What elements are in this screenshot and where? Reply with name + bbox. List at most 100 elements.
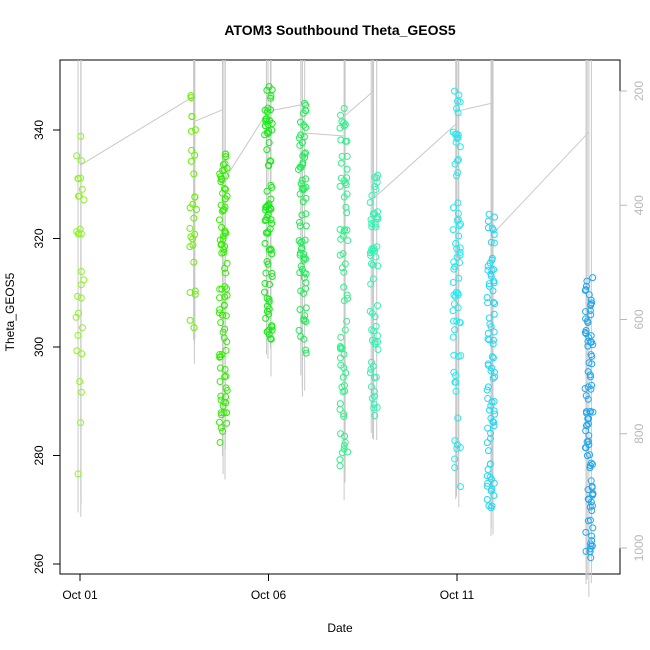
x-tick-label: Oct 11: [440, 588, 475, 602]
data-point: [221, 242, 229, 250]
data-point: [190, 258, 198, 266]
data-point: [489, 340, 497, 348]
y2-tick-label: 600: [632, 309, 646, 329]
profile-connector: [222, 109, 269, 182]
data-point: [263, 86, 271, 94]
data-point: [220, 301, 228, 309]
data-point: [374, 208, 382, 216]
data-point: [217, 411, 225, 419]
data-point: [454, 156, 462, 164]
data-point: [451, 292, 459, 300]
data-point: [456, 251, 464, 259]
data-point: [267, 181, 275, 189]
data-point: [589, 274, 597, 282]
data-point: [587, 301, 595, 309]
data-point: [337, 344, 345, 352]
data-point: [582, 528, 590, 536]
data-point: [217, 241, 225, 249]
data-point: [490, 407, 498, 415]
data-point: [301, 312, 309, 320]
data-point: [74, 175, 82, 183]
data-point: [583, 277, 591, 285]
data-point: [77, 132, 85, 140]
data-point: [490, 418, 498, 426]
data-point: [456, 98, 464, 106]
data-point: [302, 194, 310, 202]
data-point: [343, 152, 351, 160]
data-point: [217, 392, 225, 400]
data-point: [300, 250, 308, 258]
data-point: [451, 160, 459, 168]
data-point: [340, 122, 348, 130]
data-point: [216, 294, 224, 302]
data-point: [368, 260, 376, 268]
data-point: [221, 373, 229, 381]
data-point: [340, 445, 348, 453]
data-point: [222, 153, 230, 161]
data-point: [489, 298, 497, 306]
data-point: [296, 118, 304, 126]
data-point: [457, 220, 465, 228]
data-point: [264, 229, 272, 237]
data-point: [216, 170, 224, 178]
data-point: [450, 258, 458, 266]
data-point: [456, 483, 464, 491]
y-tick-label: 320: [32, 228, 46, 248]
data-point: [587, 385, 595, 393]
data-point: [369, 261, 377, 269]
data-point: [341, 179, 349, 187]
y-axis: 260 280 300 320 340: [32, 120, 61, 574]
profile-connector: [456, 102, 492, 112]
data-point: [585, 359, 593, 367]
data-point: [221, 325, 229, 333]
data-point: [489, 374, 497, 382]
data-point: [449, 128, 457, 136]
chart-title: ATOM3 Southbound Theta_GEOS5: [224, 22, 455, 38]
data-point: [340, 104, 348, 112]
data-point: [301, 99, 309, 107]
data-point: [371, 392, 379, 400]
data-point: [371, 374, 379, 382]
data-point: [265, 200, 273, 208]
data-point: [298, 176, 306, 184]
data-point: [222, 150, 230, 158]
data-point: [450, 291, 458, 299]
data-point: [265, 295, 273, 303]
data-point: [265, 162, 273, 170]
data-point: [339, 373, 347, 381]
data-point: [220, 334, 228, 342]
data-point: [453, 441, 461, 449]
data-point: [337, 430, 345, 438]
data-point: [187, 157, 195, 165]
data-point: [302, 255, 310, 263]
data-point: [75, 192, 83, 200]
data-point: [216, 364, 224, 372]
data-point: [586, 545, 594, 553]
data-point: [370, 388, 378, 396]
data-point: [190, 324, 198, 332]
data-point: [338, 152, 346, 160]
data-point: [484, 217, 492, 225]
data-point: [484, 262, 492, 270]
data-point: [343, 174, 351, 182]
data-point: [219, 311, 227, 319]
data-point: [343, 190, 351, 198]
data-point: [366, 198, 374, 206]
data-point: [584, 342, 592, 350]
data-point: [295, 134, 303, 142]
data-point: [488, 398, 496, 406]
data-point: [266, 116, 274, 124]
data-point: [585, 432, 593, 440]
data-point: [221, 269, 229, 277]
data-point: [587, 311, 595, 319]
data-point: [490, 310, 498, 318]
data-point: [192, 126, 200, 134]
data-point: [216, 438, 224, 446]
data-point: [484, 479, 492, 487]
data-point: [337, 136, 345, 144]
data-point: [454, 304, 462, 312]
data-point: [453, 245, 461, 253]
data-point: [451, 263, 459, 271]
data-point: [451, 455, 459, 463]
